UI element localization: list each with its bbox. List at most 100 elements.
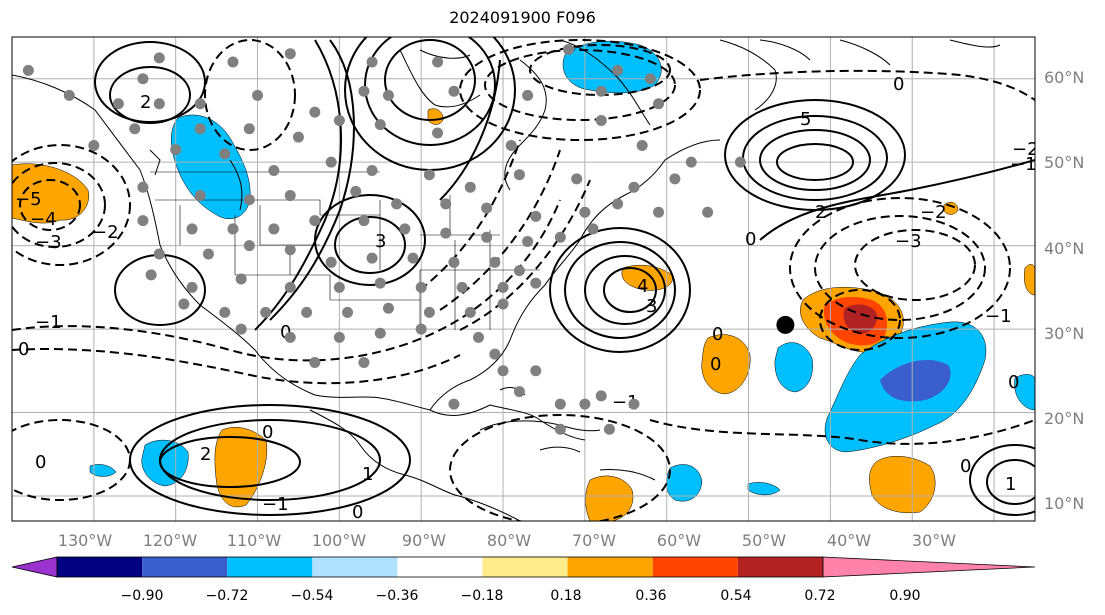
observation-point — [432, 127, 444, 139]
observation-point — [382, 302, 394, 314]
contour-label-2-b: 2 — [140, 92, 151, 113]
observation-point — [252, 89, 264, 101]
observation-point — [522, 235, 534, 247]
observation-point — [235, 273, 247, 285]
observation-point — [284, 48, 296, 60]
observation-point — [415, 323, 427, 335]
figure-title: 2024091900 F096 — [449, 8, 596, 27]
contour-lines — [94, 37, 1035, 516]
colorbar-tick-9: 0.90 — [889, 588, 920, 604]
observation-point — [628, 398, 640, 410]
observation-point — [448, 398, 460, 410]
observation-point — [309, 356, 321, 368]
observation-point — [734, 156, 746, 168]
contour-label-0-j: 0 — [960, 456, 971, 477]
colorbar-tick-2: −0.54 — [291, 588, 334, 604]
observation-point — [366, 165, 378, 177]
observation-point — [153, 248, 165, 260]
observation-point — [243, 194, 255, 206]
observation-point — [153, 98, 165, 110]
colorbar-extend-low — [11, 556, 58, 578]
observation-point — [194, 123, 206, 135]
lat-label-30n: 30°N — [1044, 324, 1084, 343]
colorbar-tick-3: −0.36 — [376, 588, 419, 604]
colorbar-segment — [567, 557, 653, 577]
contour-label-neg1-e: −1 — [1010, 154, 1037, 175]
observation-point — [178, 298, 190, 310]
colorbar-tick-7: 0.54 — [720, 588, 751, 604]
observation-point — [366, 252, 378, 264]
observation-point — [301, 306, 313, 318]
contour-label-neg1-d: −1 — [985, 306, 1012, 327]
positive-anomaly-shading — [12, 108, 1035, 521]
contour-label-neg3: −3 — [895, 231, 922, 252]
observation-point — [202, 248, 214, 260]
colorbar-segment — [652, 557, 738, 577]
observation-point — [612, 64, 624, 76]
observation-point — [563, 44, 575, 56]
lon-label-60w: 60°W — [657, 531, 701, 550]
observation-point — [464, 306, 476, 318]
contour-label-0-i: 0 — [352, 502, 363, 523]
observation-point — [489, 256, 501, 268]
observation-point — [554, 231, 566, 243]
colorbar-tick-0: −0.90 — [121, 588, 164, 604]
contour-label-0-g: 0 — [262, 422, 273, 443]
observation-point — [292, 131, 304, 143]
colorbar-segment — [312, 557, 398, 577]
observation-point — [423, 306, 435, 318]
colorbar-tick-8: 0.72 — [804, 588, 835, 604]
contour-label-neg1-b: −1 — [35, 312, 62, 333]
lat-label-50n: 50°N — [1044, 153, 1084, 172]
observation-point — [153, 52, 165, 64]
lon-label-100w: 100°W — [312, 531, 367, 550]
observation-point — [374, 119, 386, 131]
observation-point — [481, 231, 493, 243]
observation-point — [309, 106, 321, 118]
observation-points — [22, 44, 746, 435]
contour-label-0: 0 — [745, 229, 756, 250]
observation-point — [530, 277, 542, 289]
coastlines — [12, 39, 1001, 521]
observation-point — [268, 223, 280, 235]
observation-point — [423, 169, 435, 181]
observation-point — [374, 277, 386, 289]
contour-label-neg1-c: −1 — [262, 494, 289, 515]
observation-point — [137, 215, 149, 227]
observation-point — [579, 398, 591, 410]
observation-point — [595, 114, 607, 126]
contour-label-3: 3 — [646, 296, 657, 317]
observation-point — [284, 244, 296, 256]
observation-point — [333, 281, 345, 293]
observation-point — [145, 269, 157, 281]
observation-point — [350, 185, 362, 197]
contour-label-1: 1 — [362, 464, 373, 485]
observation-point — [644, 73, 656, 85]
observation-point — [88, 139, 100, 151]
observation-point — [137, 181, 149, 193]
observation-point — [342, 306, 354, 318]
observation-point — [284, 331, 296, 343]
lon-label-130w: 130°W — [58, 531, 113, 550]
colorbar-segment — [482, 557, 568, 577]
observation-point — [481, 202, 493, 214]
contour-label-2-c: 2 — [200, 444, 211, 465]
observation-point — [440, 198, 452, 210]
observation-point — [464, 181, 476, 193]
observation-point — [112, 98, 124, 110]
observation-point — [628, 181, 640, 193]
observation-point — [22, 64, 34, 76]
observation-point — [415, 281, 427, 293]
observation-point — [358, 215, 370, 227]
observation-point — [391, 198, 403, 210]
colorbar-extend-high — [822, 556, 1036, 578]
observation-point — [358, 356, 370, 368]
observation-point — [702, 206, 714, 218]
observation-point — [554, 398, 566, 410]
observation-point — [513, 386, 525, 398]
observation-point — [186, 223, 198, 235]
observation-point — [595, 85, 607, 97]
lon-label-30w: 30°W — [912, 531, 956, 550]
